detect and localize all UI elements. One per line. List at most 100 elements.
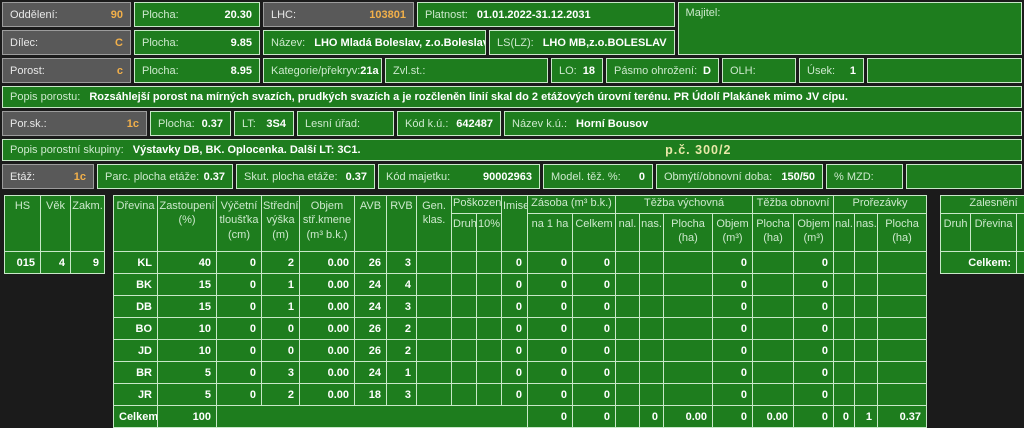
field-kategorie[interactable]: Kategorie/překryv: 21a xyxy=(263,58,382,83)
species-value-cell[interactable]: 0 xyxy=(711,295,754,318)
species-value-cell[interactable]: 0 xyxy=(527,383,573,406)
species-value-cell[interactable]: 0.00 xyxy=(299,383,355,406)
species-value-cell[interactable] xyxy=(476,339,502,362)
species-value-cell[interactable]: 0 xyxy=(572,383,616,406)
field-lesni-urad[interactable]: Lesní úřad: xyxy=(297,111,394,136)
species-value-cell[interactable] xyxy=(854,361,879,384)
species-value-cell[interactable]: 0 xyxy=(711,273,754,296)
species-total-cell[interactable]: 0 xyxy=(711,405,754,428)
field-empty-row3[interactable] xyxy=(867,58,1022,83)
species-value-cell[interactable]: 0 xyxy=(572,361,616,384)
species-value-cell[interactable] xyxy=(451,273,477,296)
species-value-cell[interactable]: 0 xyxy=(527,273,573,296)
field-nazev-ku[interactable]: Název k.ú.: Horní Bousov xyxy=(504,111,1022,136)
species-value-cell[interactable]: 26 xyxy=(354,317,387,340)
species-value-cell[interactable]: 0 xyxy=(711,339,754,362)
species-value-cell[interactable] xyxy=(833,317,856,340)
species-value-cell[interactable] xyxy=(476,295,502,318)
species-value-cell[interactable]: 5 xyxy=(157,383,217,406)
species-value-cell[interactable] xyxy=(833,361,856,384)
species-value-cell[interactable] xyxy=(663,273,713,296)
species-value-cell[interactable] xyxy=(451,339,477,362)
species-value-cell[interactable]: 0 xyxy=(501,251,528,274)
species-value-cell[interactable] xyxy=(451,317,477,340)
species-value-cell[interactable]: 0.00 xyxy=(299,251,355,274)
species-value-cell[interactable]: 0 xyxy=(501,339,528,362)
species-value-cell[interactable] xyxy=(451,251,477,274)
species-value-cell[interactable] xyxy=(416,339,452,362)
species-value-cell[interactable] xyxy=(877,361,928,384)
species-value-cell[interactable] xyxy=(752,251,795,274)
species-value-cell[interactable] xyxy=(416,361,452,384)
species-value-cell[interactable]: 0 xyxy=(216,361,262,384)
species-value-cell[interactable]: 0 xyxy=(793,317,835,340)
species-value-cell[interactable] xyxy=(639,361,664,384)
species-total-cell[interactable]: 0 xyxy=(833,405,856,428)
species-value-cell[interactable] xyxy=(476,361,502,384)
species-value-cell[interactable] xyxy=(615,339,640,362)
species-value-cell[interactable]: 0 xyxy=(527,361,573,384)
species-value-cell[interactable] xyxy=(833,339,856,362)
species-value-cell[interactable] xyxy=(639,251,664,274)
species-value-cell[interactable] xyxy=(854,295,879,318)
species-total-cell[interactable] xyxy=(615,405,640,428)
species-value-cell[interactable] xyxy=(416,317,452,340)
species-value-cell[interactable]: 1 xyxy=(386,361,417,384)
field-skut-plocha-etaze[interactable]: Skut. plocha etáže: 0.37 xyxy=(236,164,375,189)
species-value-cell[interactable] xyxy=(877,273,928,296)
species-value-cell[interactable] xyxy=(854,339,879,362)
species-value-cell[interactable] xyxy=(663,295,713,318)
species-value-cell[interactable] xyxy=(615,295,640,318)
field-kod-majetku[interactable]: Kód majetku: 90002963 xyxy=(378,164,540,189)
species-value-cell[interactable] xyxy=(476,251,502,274)
species-value-cell[interactable]: 4 xyxy=(386,273,417,296)
species-value-cell[interactable]: 0 xyxy=(793,273,835,296)
species-value-cell[interactable] xyxy=(476,383,502,406)
field-plocha-oddeleni[interactable]: Plocha: 20.30 xyxy=(134,2,260,27)
species-value-cell[interactable] xyxy=(752,339,795,362)
species-value-cell[interactable]: 0 xyxy=(261,339,300,362)
species-value-cell[interactable] xyxy=(833,251,856,274)
species-value-cell[interactable] xyxy=(639,383,664,406)
species-code-cell[interactable]: BO xyxy=(113,317,158,340)
species-value-cell[interactable] xyxy=(752,273,795,296)
species-code-cell[interactable]: BK xyxy=(113,273,158,296)
species-value-cell[interactable]: 10 xyxy=(157,339,217,362)
species-value-cell[interactable] xyxy=(663,317,713,340)
species-value-cell[interactable]: 0 xyxy=(216,339,262,362)
species-value-cell[interactable]: 0 xyxy=(527,339,573,362)
species-value-cell[interactable]: 0 xyxy=(572,339,616,362)
species-value-cell[interactable]: 2 xyxy=(386,339,417,362)
species-value-cell[interactable] xyxy=(833,295,856,318)
species-total-cell[interactable]: 0.00 xyxy=(663,405,713,428)
species-value-cell[interactable]: 5 xyxy=(157,361,217,384)
species-value-cell[interactable] xyxy=(854,383,879,406)
species-value-cell[interactable] xyxy=(663,251,713,274)
species-value-cell[interactable] xyxy=(752,295,795,318)
species-total-cell[interactable]: 0.00 xyxy=(752,405,795,428)
species-total-cell[interactable]: 1 xyxy=(854,405,879,428)
species-value-cell[interactable] xyxy=(854,317,879,340)
species-value-cell[interactable] xyxy=(416,251,452,274)
species-value-cell[interactable] xyxy=(476,273,502,296)
field-popis-porostu[interactable]: Popis porostu: Rozsáhlejší porost na mír… xyxy=(2,86,1022,108)
species-value-cell[interactable]: 0 xyxy=(501,317,528,340)
species-value-cell[interactable] xyxy=(663,339,713,362)
field-plocha-dilec[interactable]: Plocha: 9.85 xyxy=(134,30,260,55)
field-mzd[interactable]: % MZD: xyxy=(826,164,903,189)
field-kod-ku[interactable]: Kód k.ú.: 642487 xyxy=(397,111,501,136)
species-value-cell[interactable]: 24 xyxy=(354,273,387,296)
field-parc-plocha-etaze[interactable]: Parc. plocha etáže: 0.37 xyxy=(97,164,233,189)
species-value-cell[interactable]: 0 xyxy=(216,295,262,318)
species-value-cell[interactable]: 0 xyxy=(501,361,528,384)
species-code-cell[interactable]: KL xyxy=(113,251,158,274)
species-value-cell[interactable] xyxy=(752,361,795,384)
species-value-cell[interactable]: 26 xyxy=(354,251,387,274)
species-code-cell[interactable]: DB xyxy=(113,295,158,318)
field-lt[interactable]: LT: 3S4 xyxy=(234,111,294,136)
species-value-cell[interactable]: 0.00 xyxy=(299,295,355,318)
field-zvl-st[interactable]: Zvl.st.: xyxy=(385,58,548,83)
field-model-tez[interactable]: Model. těž. %: 0 xyxy=(543,164,653,189)
species-value-cell[interactable]: 0 xyxy=(216,273,262,296)
species-value-cell[interactable]: 0 xyxy=(793,383,835,406)
